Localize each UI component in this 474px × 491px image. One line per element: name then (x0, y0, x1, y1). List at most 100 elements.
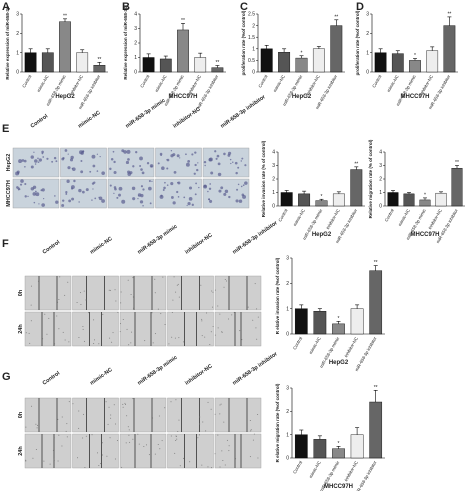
cell (223, 286, 225, 288)
cell-stain (179, 157, 181, 159)
micrograph (155, 147, 202, 178)
bar (211, 67, 224, 73)
cell-stain (166, 159, 168, 161)
column-header: mimic-NC (89, 367, 113, 387)
y-tick-label: 2 (16, 31, 19, 37)
bar (59, 21, 71, 73)
cell-stain (194, 193, 197, 196)
cell (82, 328, 84, 330)
cell (214, 334, 216, 336)
cell (158, 415, 160, 417)
cell-stain (139, 156, 143, 161)
cell (241, 339, 243, 341)
cell-stain (82, 190, 85, 194)
cell (119, 331, 121, 333)
significance: ** (374, 385, 378, 391)
cell-stain (23, 159, 27, 163)
cell (61, 416, 63, 418)
cell (52, 449, 54, 451)
cell (201, 464, 203, 466)
cell (160, 313, 162, 315)
cell (132, 296, 134, 298)
cell (57, 301, 59, 303)
cell (170, 435, 172, 437)
y-tick-label: 2 (366, 31, 369, 37)
cell-stain (235, 171, 238, 175)
cell-stain (101, 199, 105, 203)
cell (25, 459, 27, 461)
row-label: 24h (18, 324, 24, 334)
cell (127, 279, 129, 281)
bar (350, 308, 364, 335)
cell (46, 333, 48, 335)
cell (44, 313, 46, 315)
cell (205, 430, 207, 432)
x-tick-label: Control (139, 74, 150, 89)
cell-stain (78, 188, 82, 193)
bar (312, 48, 325, 73)
cell-stain (137, 197, 139, 200)
x-tick-label: inhibitor-NC (343, 336, 359, 358)
significance: * (321, 194, 323, 200)
cell-stain (112, 150, 115, 153)
micrograph (167, 397, 214, 433)
cell (171, 336, 173, 338)
y-tick-label: 1 (286, 432, 289, 438)
cell (207, 401, 209, 403)
cell (231, 314, 233, 316)
cell (127, 426, 129, 428)
cell (98, 464, 100, 466)
cell-stain (235, 199, 239, 203)
cell (206, 312, 208, 314)
micrograph (119, 433, 167, 469)
cell (58, 434, 60, 436)
bar (315, 200, 328, 207)
cell (77, 457, 79, 459)
cell (252, 439, 254, 441)
significance: ** (354, 161, 358, 167)
significance: ** (181, 18, 185, 24)
y-tick-label: 0 (366, 70, 369, 76)
cell-stain (92, 164, 96, 168)
cell (257, 457, 259, 459)
cell-stain (187, 202, 191, 206)
cell-stain (166, 167, 169, 170)
cell-stain (89, 170, 92, 173)
cell-stain (176, 190, 179, 194)
cell (211, 290, 213, 292)
column-header: inhibitor-NC (184, 363, 213, 386)
cell (120, 323, 122, 325)
x-tick-label: mimic-NC (397, 208, 411, 227)
micrograph (24, 311, 72, 347)
cell (79, 292, 81, 294)
panel-letter: E (2, 123, 9, 135)
cell-stain (146, 162, 150, 165)
cell-stain (218, 189, 222, 193)
cell (108, 289, 110, 291)
cell (72, 403, 74, 405)
cell (101, 454, 103, 456)
cell-stain (51, 160, 54, 163)
row-label: HepG2 (6, 154, 12, 172)
x-axis-label: HepG2 (312, 232, 332, 238)
cell (25, 332, 27, 334)
cell (109, 289, 111, 291)
cell (161, 440, 163, 442)
cell-stain (141, 171, 145, 175)
micrograph (72, 397, 119, 433)
cell-stain (35, 192, 40, 197)
cell-stain (151, 180, 153, 182)
cell (219, 404, 221, 406)
cell (148, 454, 150, 456)
cell (199, 416, 201, 418)
x-tick-label: inhibitor-NC (325, 208, 341, 230)
x-tick-label: mimic-NC (36, 74, 50, 93)
cell (183, 341, 185, 343)
y-tick-label: 3 (134, 26, 137, 32)
cell-stain (61, 157, 65, 161)
cell-stain (208, 187, 212, 190)
cell-stain (30, 165, 34, 169)
x-tick-label: inhibitor-NC (343, 460, 359, 482)
cell (174, 452, 176, 454)
cell (157, 443, 159, 445)
